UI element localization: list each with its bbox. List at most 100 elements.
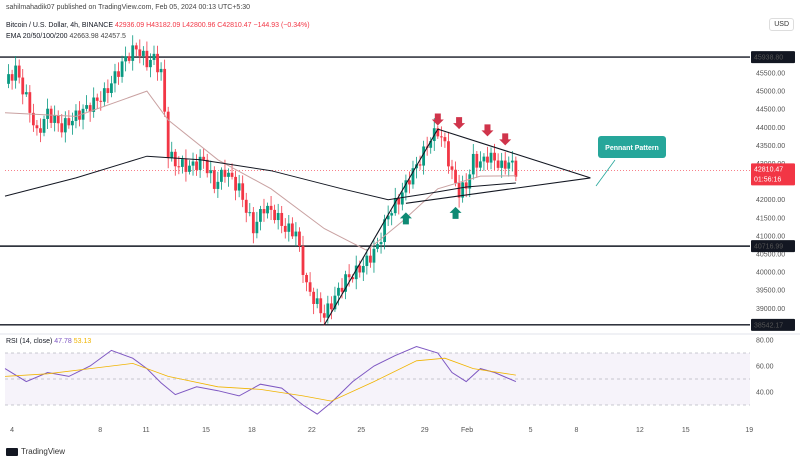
candle-body <box>354 265 358 280</box>
candle-body <box>418 164 422 166</box>
candle-body <box>503 160 507 169</box>
candle-body <box>319 298 323 314</box>
candle-body <box>35 125 39 129</box>
time-axis-tick: 15 <box>202 427 210 434</box>
candle-body <box>141 50 145 56</box>
candle-body <box>156 53 159 73</box>
time-axis-tick: 19 <box>745 427 753 434</box>
candle-body <box>486 156 489 163</box>
candle-body <box>145 50 149 68</box>
tradingview-logo-icon <box>6 447 18 456</box>
candle-body <box>290 223 294 237</box>
candle-body <box>159 68 163 73</box>
candle-body <box>326 303 330 318</box>
ema-value-1: 42663.98 <box>69 33 99 40</box>
candle-body <box>244 199 248 213</box>
candle-body <box>237 183 241 191</box>
candle-body <box>269 205 273 210</box>
candle-body <box>85 105 88 109</box>
candle-body <box>400 192 404 205</box>
candle-body <box>56 115 60 124</box>
candle-body <box>329 303 333 310</box>
candle-body <box>259 209 262 222</box>
candle-body <box>333 295 337 310</box>
candle-body <box>234 176 237 191</box>
candle-body <box>376 244 379 249</box>
time-axis-tick: 25 <box>357 427 365 434</box>
candle-body <box>106 88 110 93</box>
candle-body <box>42 118 46 133</box>
rsi-legend: RSI (14, close) 47.78 53.13 <box>6 338 91 345</box>
candle-body <box>393 198 397 214</box>
candle-body <box>475 153 479 168</box>
candle-body <box>255 221 259 234</box>
candle-body <box>220 169 223 182</box>
ema-legend: EMA 20/50/100/200 42663.98 42457.5 <box>6 33 126 40</box>
up-arrow-icon <box>449 206 462 219</box>
candle-body <box>205 159 209 174</box>
candle-body <box>482 156 486 162</box>
candle-body <box>411 168 415 185</box>
candle-body <box>24 92 28 95</box>
candle-body <box>369 255 372 263</box>
price-axis-tick: 45500.00 <box>756 70 785 77</box>
candle-body <box>390 213 394 216</box>
candle-body <box>28 92 32 113</box>
candle-body <box>489 152 493 163</box>
candle-body <box>212 170 216 189</box>
time-axis-tick: 22 <box>308 427 316 434</box>
candle-body <box>173 151 177 167</box>
candle-body <box>46 108 49 119</box>
candle-body <box>315 298 319 304</box>
symbol-name[interactable]: Bitcoin / U.S. Dollar, 4h, BINANCE <box>6 22 113 29</box>
candle-body <box>280 212 284 226</box>
candle-body <box>10 74 14 81</box>
footer-brand[interactable]: TradingView <box>6 447 65 456</box>
candle-body <box>468 174 472 189</box>
last-price-value: 42810.47 <box>754 166 783 173</box>
candle-body <box>188 165 191 172</box>
candle-body <box>117 71 120 77</box>
candle-body <box>305 274 308 283</box>
candle-body <box>344 274 347 292</box>
candle-body <box>383 219 386 243</box>
candle-body <box>443 137 447 142</box>
currency-button[interactable]: USD <box>769 18 794 31</box>
level-tag <box>751 318 795 331</box>
candle-body <box>74 110 78 121</box>
candle-body <box>457 182 461 198</box>
brand-name: TradingView <box>21 447 66 456</box>
rsi-label[interactable]: RSI (14, close) <box>6 338 53 345</box>
candle-body <box>337 287 340 296</box>
ema-value-2: 42457.5 <box>100 33 126 40</box>
annotation-pointer <box>595 159 616 187</box>
candle-body <box>63 118 67 133</box>
rsi-ma-value: 53.13 <box>73 338 92 345</box>
candle-body <box>510 160 514 163</box>
candle-body <box>358 265 362 273</box>
price-axis-tick: 39000.00 <box>756 306 785 313</box>
candle-body <box>170 151 174 159</box>
candle-body <box>276 212 280 221</box>
candle-body <box>209 170 213 174</box>
candle-body <box>429 141 433 148</box>
candle-body <box>478 161 482 168</box>
candle-body <box>408 180 411 185</box>
down-arrow-icon <box>431 113 444 126</box>
pattern-line-upper <box>437 128 591 179</box>
down-arrow-icon <box>481 124 494 137</box>
candle-body <box>283 225 287 232</box>
time-axis-tick: 15 <box>682 427 690 434</box>
candle-body <box>294 231 298 237</box>
candle-body <box>39 128 42 133</box>
time-axis-tick: Feb <box>461 427 473 434</box>
candle-body <box>71 120 74 126</box>
candle-body <box>404 180 408 193</box>
candle-body <box>166 111 170 159</box>
price-axis-tick: 41000.00 <box>756 233 785 240</box>
ema-label[interactable]: EMA 20/50/100/200 <box>6 33 68 40</box>
candle-body <box>301 245 305 275</box>
candle-body <box>227 172 230 177</box>
candle-body <box>386 215 390 220</box>
